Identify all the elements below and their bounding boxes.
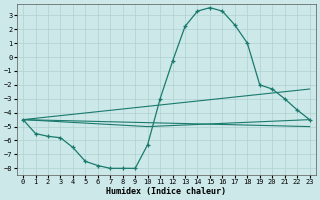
X-axis label: Humidex (Indice chaleur): Humidex (Indice chaleur) bbox=[106, 187, 226, 196]
